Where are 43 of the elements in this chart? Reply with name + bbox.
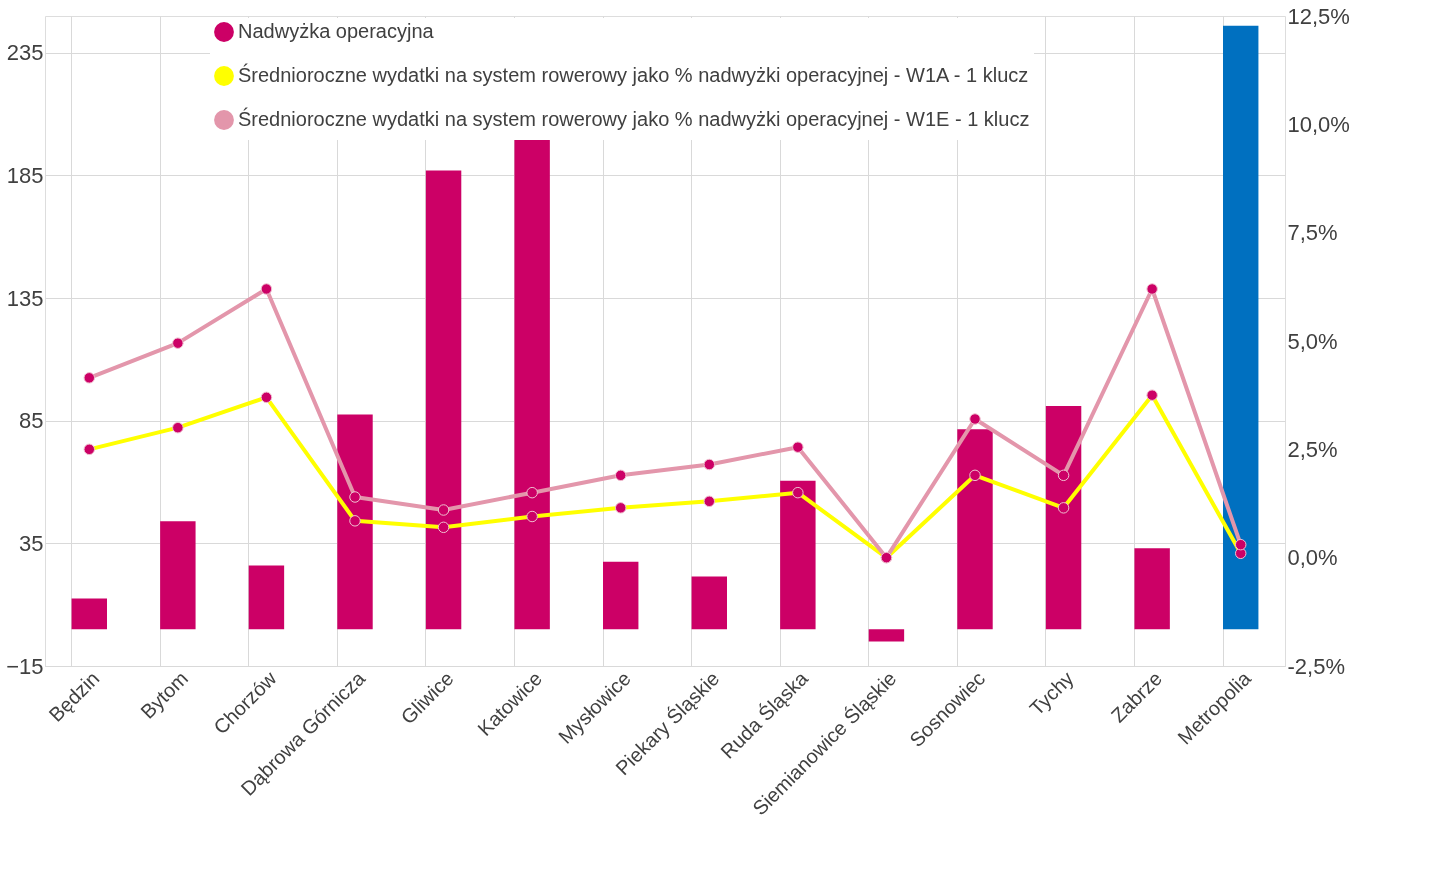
point — [792, 441, 804, 453]
bar — [425, 170, 462, 630]
y2-tick-label: -2,5% — [1287, 653, 1345, 679]
point — [526, 486, 538, 499]
bar — [691, 576, 727, 630]
point — [1057, 469, 1070, 482]
bar — [1134, 548, 1170, 630]
bar — [603, 561, 639, 630]
bar — [71, 598, 107, 630]
y-tick-label: 135 — [6, 285, 44, 311]
legend-label: Średnioroczne wydatki na system rowerowy jako % nadwyżki operacyjnej - W1A - 1 klucz — [238, 63, 1029, 86]
point — [1146, 283, 1158, 295]
legend-label: Średnioroczne wydatki na system rowerowy jako % nadwyżki operacyjnej - W1E - 1 klucz — [238, 107, 1030, 130]
y2-tick-label: 0,0% — [1287, 545, 1338, 571]
y2-tick-label: 10,0% — [1287, 111, 1350, 137]
point — [614, 469, 627, 482]
y-tick-label: 85 — [19, 408, 44, 434]
y2-tick-label: 2,5% — [1287, 436, 1338, 462]
point — [260, 283, 273, 295]
bar — [1045, 406, 1082, 630]
point — [83, 372, 96, 384]
bar — [1223, 25, 1259, 630]
point — [703, 458, 716, 471]
bar — [337, 414, 373, 630]
bar — [780, 480, 816, 630]
y-tick-label: 235 — [6, 40, 44, 66]
y-tick-label: 35 — [19, 530, 44, 556]
y2-tick-label: 7,5% — [1287, 220, 1338, 246]
bar — [514, 138, 550, 630]
y-tick-label: 185 — [6, 162, 44, 188]
bar — [957, 429, 993, 630]
bar — [248, 565, 285, 630]
y2-tick-label: 5,0% — [1287, 328, 1338, 354]
y-tick-label: −15 — [6, 653, 44, 679]
legend-label: Nadwyżka operacyjna — [238, 20, 435, 42]
point — [437, 504, 450, 516]
point — [349, 491, 361, 503]
bar — [868, 629, 905, 642]
y2-tick-label: 12,5% — [1287, 3, 1350, 29]
point — [969, 413, 981, 425]
point — [172, 337, 184, 349]
bar — [160, 521, 196, 630]
point — [1234, 538, 1247, 551]
